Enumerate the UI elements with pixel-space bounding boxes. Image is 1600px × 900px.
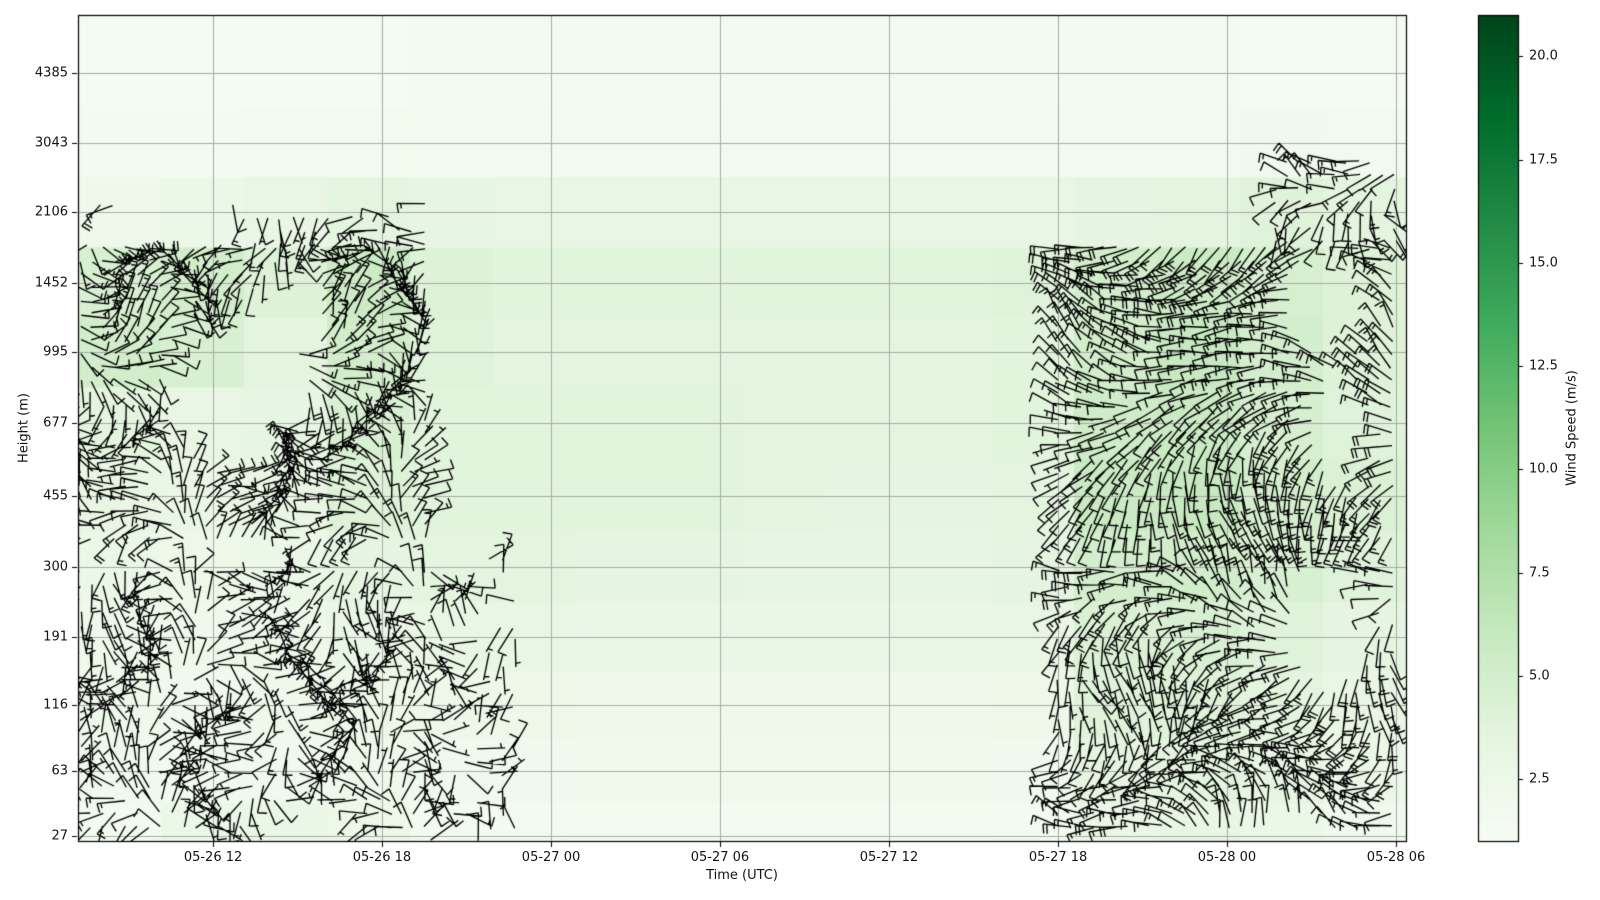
y-tick-label: 4385	[34, 65, 68, 81]
colorbar-tick-label: 5.0	[1529, 668, 1550, 684]
colorbar-tick-label: 20.0	[1529, 48, 1558, 64]
x-tick-label: 05-27 06	[690, 850, 750, 865]
y-tick-label: 677	[43, 415, 68, 431]
y-tick-label: 63	[51, 763, 68, 779]
y-tick-label: 116	[43, 697, 68, 713]
y-tick-label: 3043	[34, 135, 68, 151]
x-tick-label: 05-26 12	[183, 850, 243, 865]
colorbar-tick-label: 15.0	[1529, 255, 1558, 271]
x-tick-label: 05-27 00	[521, 850, 581, 865]
y-tick-label: 2106	[34, 204, 68, 220]
colorbar-tick-label: 17.5	[1529, 152, 1558, 168]
x-tick-label: 05-28 00	[1197, 850, 1257, 865]
y-tick-label: 455	[43, 488, 68, 504]
x-tick-label: 05-27 18	[1028, 850, 1088, 865]
y-tick-label: 191	[43, 629, 68, 645]
x-tick-label: 05-28 06	[1366, 850, 1426, 865]
y-tick-label: 300	[43, 559, 68, 575]
colorbar-tick-label: 12.5	[1529, 358, 1558, 374]
y-tick-label: 995	[43, 344, 68, 360]
x-tick-label: 05-27 12	[859, 850, 919, 865]
y-tick-label: 27	[51, 828, 68, 844]
y-tick-label: 1452	[34, 275, 68, 291]
y-axis-label: Height (m)	[16, 393, 32, 463]
colorbar-tick-label: 2.5	[1529, 771, 1550, 787]
colorbar-label: Wind Speed (m/s)	[1564, 370, 1580, 486]
colorbar-tick-label: 10.0	[1529, 461, 1558, 477]
colorbar-tick-label: 7.5	[1529, 565, 1550, 581]
x-tick-label: 05-26 18	[352, 850, 412, 865]
x-axis-label: Time (UTC)	[706, 868, 778, 883]
